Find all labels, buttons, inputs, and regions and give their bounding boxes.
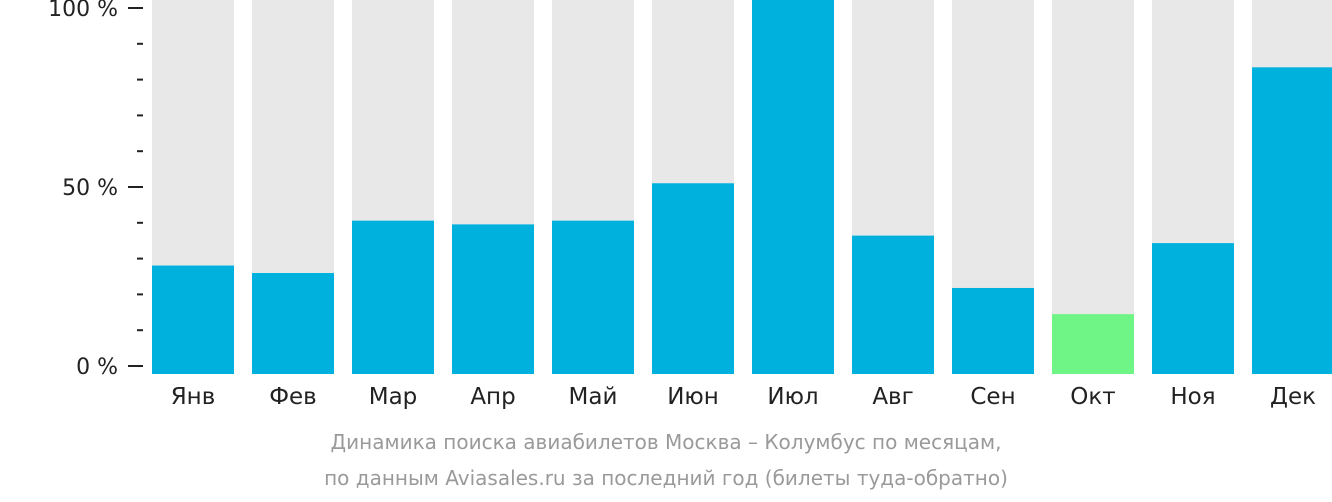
- x-category-label: Май: [569, 384, 618, 410]
- bar-2[interactable]: [252, 273, 334, 374]
- bar-4[interactable]: [452, 224, 534, 374]
- x-category-label: Авг: [872, 384, 913, 410]
- bar-background: [1052, 0, 1134, 374]
- bar-8[interactable]: [852, 235, 934, 374]
- x-category-label: Фев: [269, 384, 317, 410]
- chart-caption-line-1: Динамика поиска авиабилетов Москва – Кол…: [330, 430, 1002, 454]
- x-category-label: Апр: [470, 384, 515, 410]
- bars: [152, 0, 1332, 374]
- bar-1[interactable]: [152, 265, 234, 374]
- bar-12[interactable]: [1252, 67, 1332, 374]
- x-axis-labels: Янв Фев Мар Апр Май Июн Июл Авг Сен Окт Ноя Дек: [171, 384, 1316, 410]
- bar-9[interactable]: [952, 287, 1034, 374]
- y-axis: 100 % 50 % 0 %: [48, 0, 143, 380]
- y-tick-label: 100 %: [48, 0, 118, 22]
- chart-caption-line-2: по данным Aviasales.ru за последний год …: [324, 466, 1008, 490]
- x-category-label: Дек: [1270, 384, 1316, 410]
- x-category-label: Июл: [767, 384, 818, 410]
- y-tick-label: 0 %: [76, 355, 118, 380]
- y-tick-label: 50 %: [62, 176, 118, 201]
- x-category-label: Июн: [667, 384, 719, 410]
- x-category-label: Сен: [970, 384, 1015, 410]
- bar-10[interactable]: [1052, 314, 1134, 374]
- bar-7[interactable]: [752, 0, 834, 374]
- bar-11[interactable]: [1152, 243, 1234, 374]
- bar-6[interactable]: [652, 183, 734, 374]
- bar-3[interactable]: [352, 220, 434, 374]
- x-category-label: Янв: [171, 384, 216, 410]
- x-category-label: Мар: [369, 384, 418, 410]
- bar-5[interactable]: [552, 220, 634, 374]
- x-category-label: Окт: [1070, 384, 1115, 410]
- x-category-label: Ноя: [1170, 384, 1215, 410]
